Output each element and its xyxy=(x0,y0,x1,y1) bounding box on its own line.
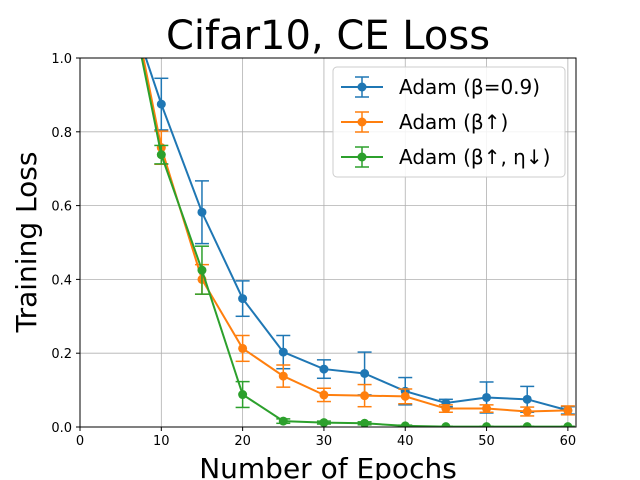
y-tick-label: 0.6 xyxy=(51,200,72,215)
plot-frame xyxy=(79,57,577,428)
data-point xyxy=(482,392,492,402)
chart-title: Cifar10, CE Loss xyxy=(166,13,490,59)
x-tick-label: 20 xyxy=(234,434,251,449)
data-point xyxy=(197,207,207,217)
series-line xyxy=(144,58,569,412)
legend-marker xyxy=(357,152,367,162)
legend-marker xyxy=(357,117,367,127)
legend-label: Adam (β↑) xyxy=(399,110,508,134)
data-point xyxy=(238,343,248,353)
data-point xyxy=(360,368,370,378)
data-point xyxy=(400,421,410,427)
y-tick-label: 0.4 xyxy=(51,273,72,288)
data-point xyxy=(319,364,329,374)
x-tick-label: 0 xyxy=(76,434,84,449)
data-point xyxy=(197,265,207,275)
y-tick-label: 1.0 xyxy=(51,52,72,67)
data-point xyxy=(563,422,573,427)
data-point xyxy=(319,418,329,427)
data-point xyxy=(238,390,248,400)
data-point xyxy=(522,422,532,427)
data-point xyxy=(278,416,288,426)
series-line xyxy=(142,58,568,413)
legend-item-3: Adam (β↑, η↓) xyxy=(341,145,550,169)
data-point xyxy=(441,404,451,414)
x-tick-label: 60 xyxy=(560,434,577,449)
data-point xyxy=(360,418,370,427)
legend-label: Adam (β=0.9) xyxy=(399,75,540,99)
x-tick-label: 10 xyxy=(153,434,170,449)
data-point xyxy=(563,405,573,415)
data-point xyxy=(278,371,288,381)
y-axis-label: Training Loss xyxy=(10,152,43,334)
y-tick-label: 0.0 xyxy=(51,421,72,436)
series-1 xyxy=(144,58,575,415)
data-point xyxy=(278,347,288,357)
x-tick-label: 30 xyxy=(316,434,333,449)
legend-box xyxy=(332,66,566,178)
legend-marker xyxy=(357,82,367,92)
data-point xyxy=(522,407,532,417)
legend-item-1: Adam (β=0.9) xyxy=(341,75,540,99)
y-tick-label: 0.2 xyxy=(51,347,72,362)
data-point xyxy=(400,391,410,401)
data-point xyxy=(238,294,248,304)
data-point xyxy=(319,390,329,400)
data-point xyxy=(522,394,532,404)
x-axis-label: Number of Epochs xyxy=(199,452,457,480)
data-point xyxy=(482,422,492,427)
legend-item-2: Adam (β↑) xyxy=(341,110,508,134)
data-point xyxy=(156,99,166,109)
data-point xyxy=(156,150,166,160)
data-point xyxy=(441,422,451,427)
tick-layer: 0 10 20 30 40 50 60 0.0 0.2 0.4 0.6 0.8 1.0 xyxy=(51,52,576,449)
data-point xyxy=(360,391,370,401)
legend-label: Adam (β↑, η↓) xyxy=(399,145,550,169)
data-point xyxy=(482,404,492,414)
y-tick-label: 0.8 xyxy=(51,126,72,141)
x-tick-label: 50 xyxy=(478,434,495,449)
legend: Adam (β=0.9) Adam (β↑) Adam (β↑, η↓) xyxy=(332,66,566,178)
x-tick-label: 40 xyxy=(397,434,414,449)
